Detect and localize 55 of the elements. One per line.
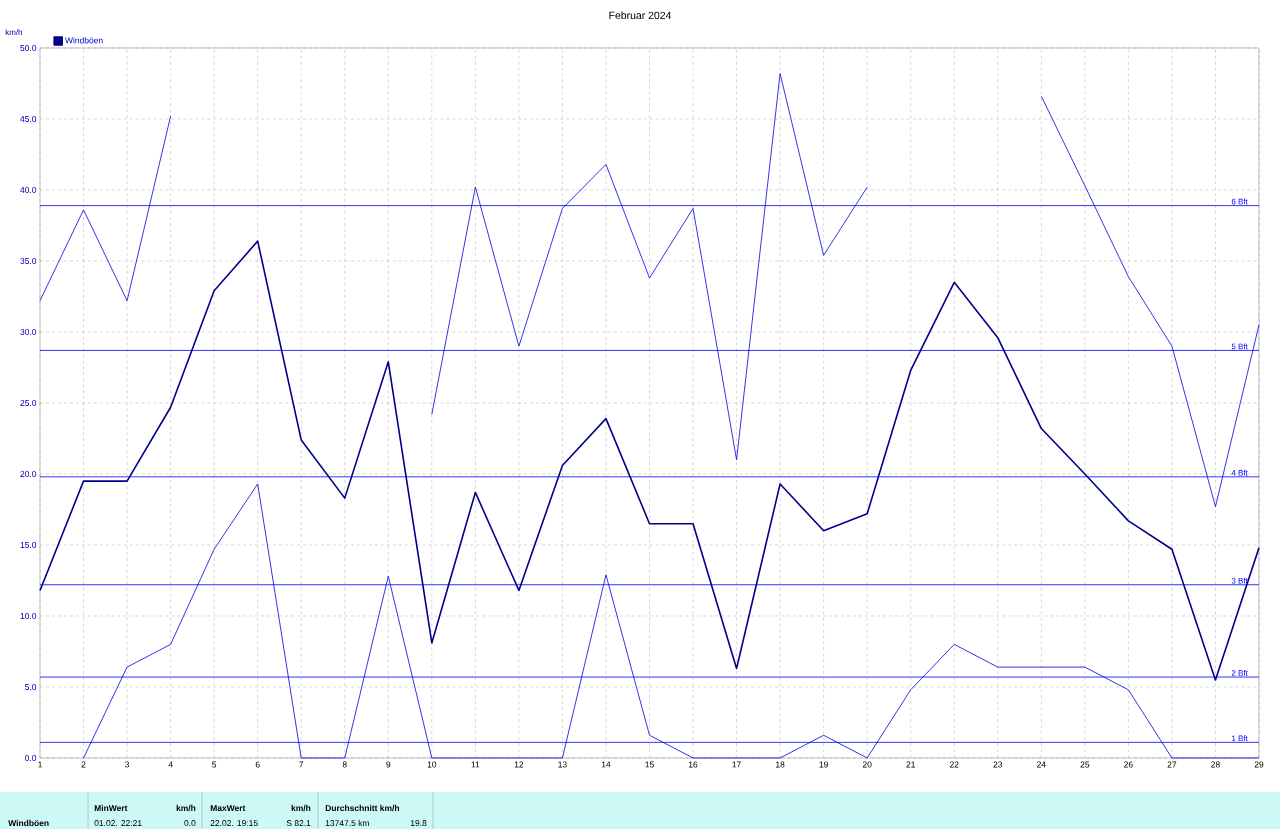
x-tick-label: 12 (514, 761, 524, 768)
line-series (39, 240, 1260, 681)
x-tick-label: 25 (1080, 761, 1090, 768)
y-tick-label: 30.0 (20, 328, 37, 335)
x-tick-label: 10 (427, 761, 437, 768)
y-tick-label: 50.0 (20, 44, 37, 51)
x-tick-label: 9 (386, 761, 391, 768)
x-tick-label: 6 (255, 761, 260, 768)
y-tick-label: 35.0 (20, 257, 37, 264)
text: 0.0 (184, 820, 196, 827)
x-tick-label: 28 (1211, 761, 1220, 768)
x-tick-label: 18 (776, 761, 785, 768)
chart-title: Februar 2024 (609, 11, 672, 20)
x-tick-label: 11 (471, 761, 480, 768)
x-tick-label: 14 (601, 761, 611, 768)
text: S 82.1 (286, 820, 311, 827)
text: Windböen (8, 819, 49, 827)
text: km/h (291, 804, 311, 812)
x-tick-label: 21 (906, 761, 916, 768)
text: Durchschnitt km/h (325, 804, 400, 812)
y-tick-label: 15.0 (20, 541, 37, 548)
y-tick-label: 10.0 (20, 612, 37, 619)
x-tick-label: 8 (342, 761, 347, 768)
x-tick-label: 16 (688, 761, 698, 768)
text: 01.02. 22:21 (94, 820, 142, 827)
x-tick-label: 13 (558, 761, 567, 768)
text: km/h (176, 804, 196, 812)
text: 22.02. 19:15 (210, 820, 258, 827)
x-tick-label: 19 (819, 761, 828, 768)
y-tick-label: 0.0 (25, 754, 37, 761)
text: MinWert (94, 804, 128, 812)
x-tick-label: 29 (1254, 761, 1264, 768)
y-tick-label: 25.0 (20, 399, 37, 406)
text: 19.8 (410, 820, 427, 827)
x-tick-label: 5 (212, 761, 217, 768)
x-tick-label: 1 (38, 761, 42, 768)
x-tick-label: 23 (993, 761, 1003, 768)
y-tick-label: 45.0 (20, 115, 37, 122)
x-tick-label: 27 (1167, 761, 1177, 768)
text: 13747.5 km (325, 819, 369, 827)
x-tick-label: 17 (732, 761, 741, 768)
x-tick-label: 20 (862, 761, 872, 768)
x-tick-label: 2 (81, 761, 86, 768)
x-tick-label: 26 (1124, 761, 1133, 768)
x-tick-label: 24 (1037, 761, 1046, 768)
x-tick-label: 7 (299, 761, 304, 768)
x-tick-label: 15 (645, 761, 654, 768)
x-tick-label: 3 (125, 761, 130, 768)
y-tick-label: 20.0 (20, 470, 37, 477)
text: MaxWert (210, 805, 246, 812)
y-tick-label: 40.0 (20, 186, 37, 193)
x-tick-label: 22 (949, 761, 959, 768)
y-tick-label: 5.0 (25, 683, 37, 690)
legend-label: Windböen (65, 37, 103, 44)
x-tick-label: 4 (168, 761, 173, 768)
